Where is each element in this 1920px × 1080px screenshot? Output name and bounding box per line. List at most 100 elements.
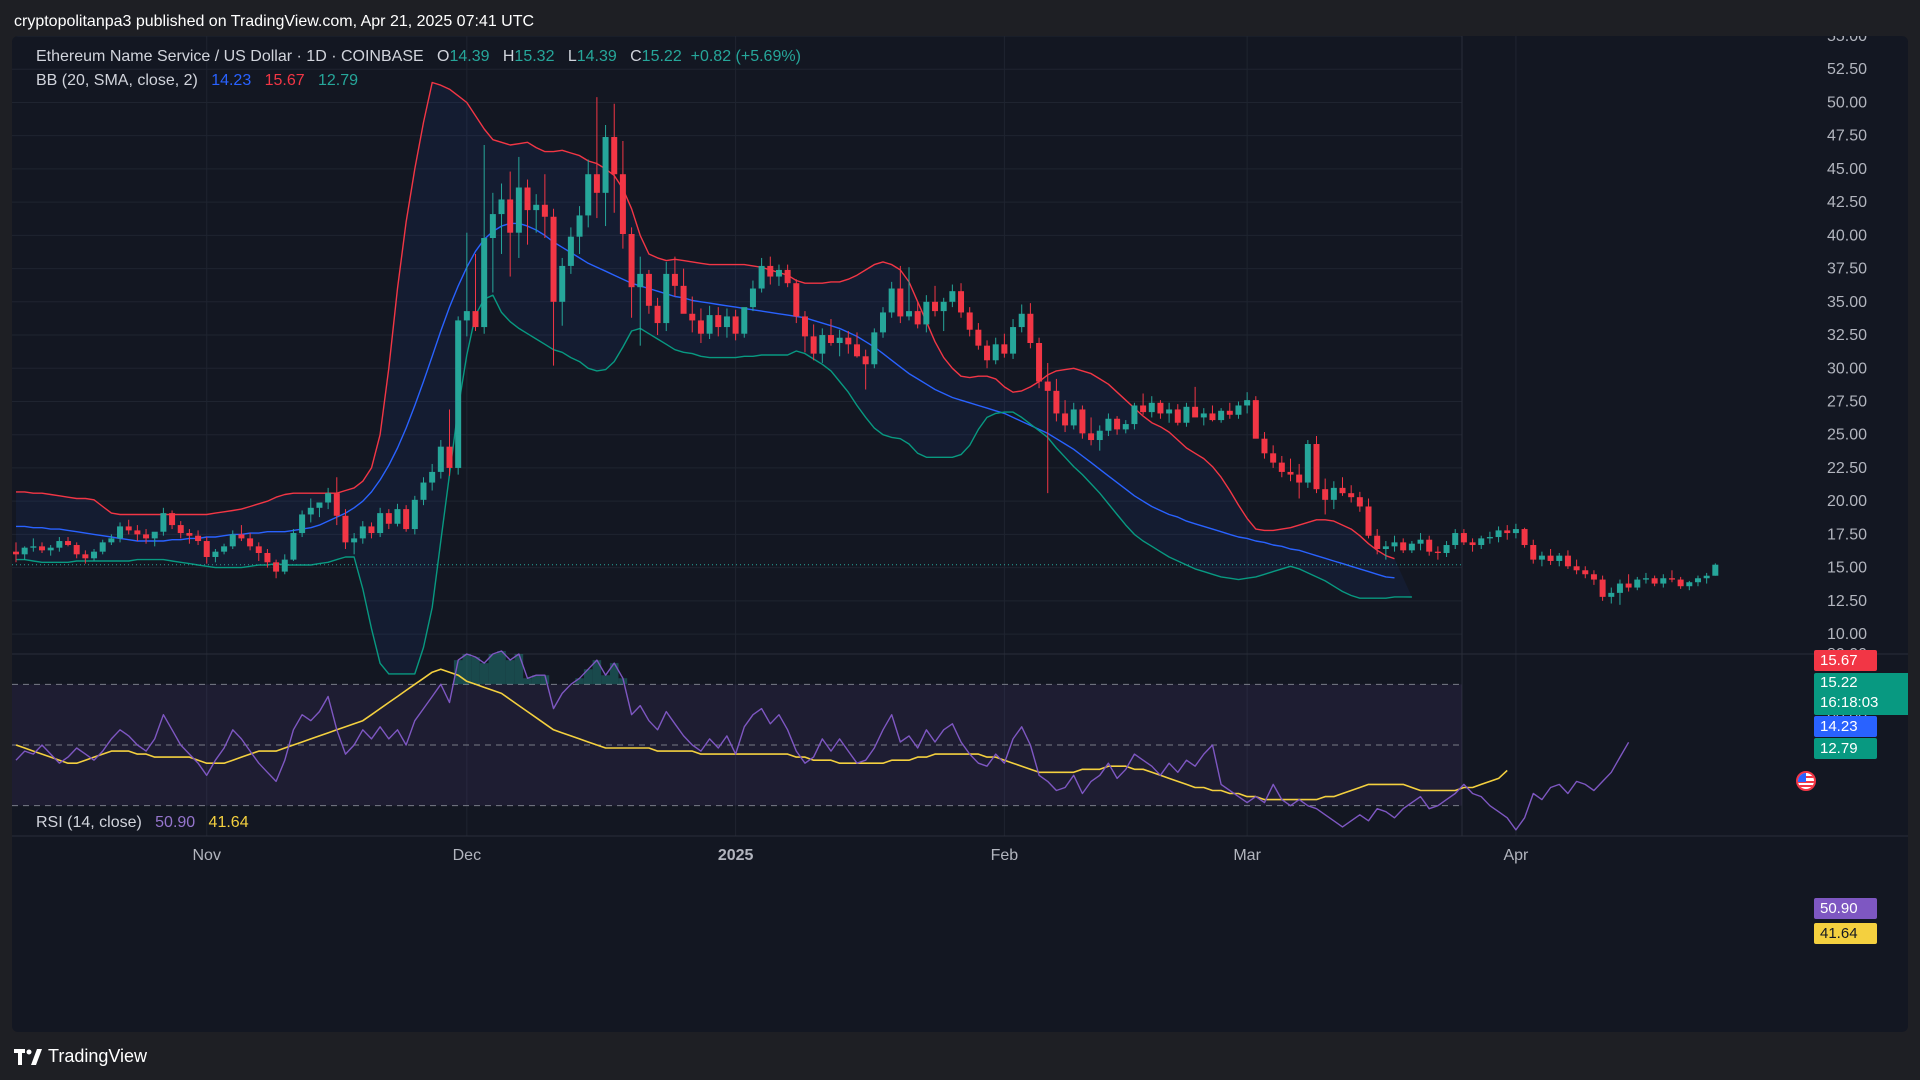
low-value: 14.39 bbox=[576, 48, 617, 65]
candle bbox=[1478, 535, 1485, 550]
chart-frame[interactable]: 10.00 12.50 15.00 17.50 20.00 22.50 25.00 27.50… bbox=[12, 36, 1908, 1032]
flag-icon[interactable] bbox=[1796, 771, 1816, 791]
symbol-name[interactable]: Ethereum Name Service / US Dollar · 1D ·… bbox=[36, 48, 424, 65]
candle bbox=[576, 206, 583, 254]
price-tick-label: 45.00 bbox=[1827, 161, 1867, 178]
candle-body bbox=[1668, 578, 1675, 580]
candle-body bbox=[1166, 409, 1173, 414]
candle-body bbox=[784, 269, 791, 284]
candle bbox=[853, 332, 860, 358]
candle-body bbox=[273, 562, 280, 572]
rsi-line bbox=[15, 650, 1630, 831]
candle bbox=[593, 97, 600, 219]
candle bbox=[541, 174, 548, 239]
candle bbox=[143, 529, 150, 544]
candle-body bbox=[169, 513, 176, 526]
candle bbox=[1504, 525, 1511, 540]
candle bbox=[697, 308, 704, 344]
footer: TradingView bbox=[14, 1046, 147, 1067]
candle bbox=[862, 349, 869, 390]
candle-body bbox=[1114, 418, 1121, 430]
candle bbox=[1218, 408, 1225, 423]
candle bbox=[1166, 402, 1173, 423]
price-tick-label: 30.00 bbox=[1827, 360, 1867, 377]
candle-body bbox=[299, 514, 306, 534]
candle-body bbox=[949, 291, 956, 302]
candle-body bbox=[671, 273, 678, 286]
candle bbox=[1712, 563, 1719, 576]
bb-lower-line bbox=[16, 294, 1412, 675]
candle-body bbox=[923, 301, 930, 325]
candle bbox=[30, 538, 37, 552]
candle-body bbox=[1677, 579, 1684, 587]
candle-body bbox=[992, 344, 999, 361]
rsi-legend[interactable]: RSI (14, close) 50.90 41.64 bbox=[36, 814, 249, 832]
candle bbox=[1174, 404, 1181, 426]
candle bbox=[307, 498, 314, 523]
candle bbox=[429, 463, 436, 491]
candle bbox=[99, 539, 106, 555]
candle-body bbox=[559, 265, 566, 302]
candle-body bbox=[1296, 474, 1303, 483]
candle bbox=[203, 537, 210, 564]
candle bbox=[992, 337, 999, 365]
close-price-text: 15.22 bbox=[1820, 674, 1858, 691]
candle-body bbox=[411, 499, 418, 530]
candle-body bbox=[1712, 564, 1719, 576]
bb-label: BB (20, SMA, close, 2) bbox=[36, 72, 198, 89]
time-tick-label: Apr bbox=[1503, 847, 1529, 864]
candle bbox=[273, 559, 280, 579]
candle bbox=[550, 208, 557, 366]
candle bbox=[333, 477, 340, 526]
candle bbox=[56, 537, 63, 552]
bb-legend[interactable]: BB (20, SMA, close, 2) 14.23 15.67 12.79 bbox=[36, 72, 358, 90]
candle bbox=[455, 316, 462, 475]
candle-body bbox=[1504, 530, 1511, 534]
candle bbox=[65, 537, 72, 547]
candle bbox=[975, 323, 982, 350]
candle bbox=[845, 331, 852, 354]
high-value: 15.32 bbox=[514, 48, 555, 65]
candle-body bbox=[455, 320, 462, 468]
candle bbox=[775, 264, 782, 286]
candle-body bbox=[481, 238, 488, 328]
candle bbox=[1443, 541, 1450, 557]
candle-body bbox=[1616, 583, 1623, 593]
candle bbox=[359, 521, 366, 544]
candle-body bbox=[1036, 343, 1043, 382]
candle bbox=[1668, 570, 1675, 583]
price-tick-label: 25.00 bbox=[1827, 427, 1867, 444]
candle bbox=[1356, 491, 1363, 512]
candle-body bbox=[1027, 313, 1034, 344]
candle bbox=[1200, 408, 1207, 426]
candle-body bbox=[472, 311, 479, 328]
candle bbox=[1313, 436, 1320, 494]
candle-body bbox=[143, 534, 150, 539]
candle bbox=[91, 549, 98, 561]
candle-body bbox=[914, 311, 921, 325]
candle bbox=[1322, 478, 1329, 515]
candle bbox=[377, 507, 384, 538]
candle bbox=[1270, 445, 1277, 468]
chart-canvas[interactable]: 10.00 12.50 15.00 17.50 20.00 22.50 25.00 27.50… bbox=[12, 36, 1908, 1032]
candle-body bbox=[82, 554, 89, 559]
candle bbox=[559, 257, 566, 326]
candle bbox=[758, 257, 765, 293]
candle bbox=[533, 194, 540, 233]
candle-body bbox=[897, 288, 904, 317]
candle-body bbox=[749, 288, 756, 308]
candle-body bbox=[437, 446, 444, 472]
candle-body bbox=[403, 509, 410, 530]
candle-body bbox=[351, 538, 358, 543]
candle bbox=[1304, 440, 1311, 488]
candle bbox=[1036, 337, 1043, 389]
rsi-value: 50.90 bbox=[155, 814, 196, 831]
candle-body bbox=[1183, 406, 1190, 423]
candle bbox=[420, 477, 427, 506]
candle-body bbox=[767, 265, 774, 277]
candle-body bbox=[1382, 546, 1389, 550]
candle-body bbox=[1556, 555, 1563, 561]
candle bbox=[515, 156, 522, 258]
candle-body bbox=[697, 320, 704, 334]
candle-body bbox=[1244, 400, 1251, 406]
